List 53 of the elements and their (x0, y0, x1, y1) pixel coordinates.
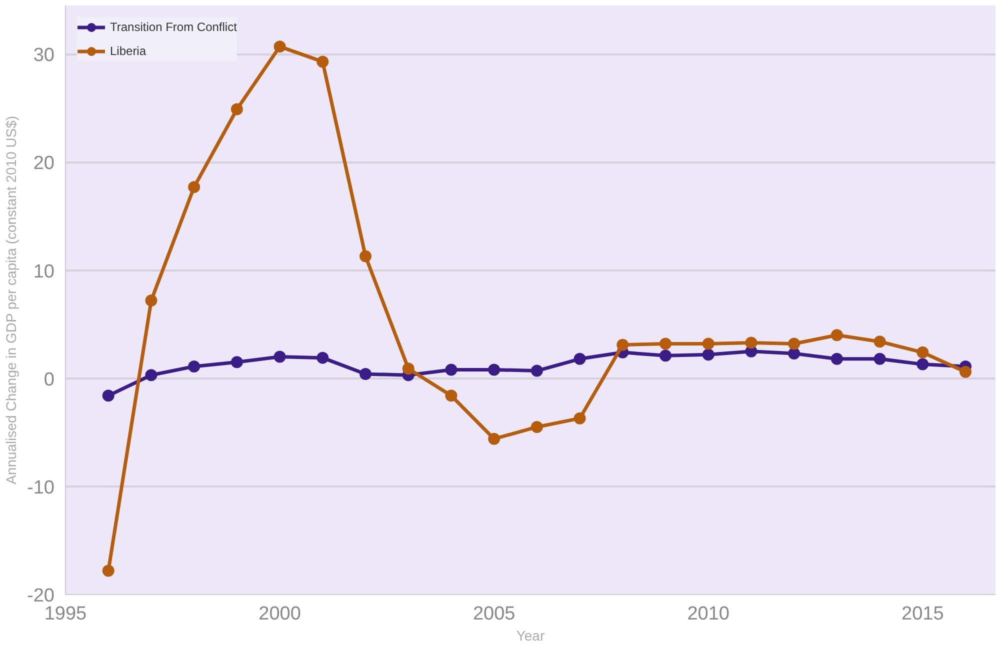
point (188, 360, 200, 372)
point (960, 366, 972, 378)
y-tick-label: 0 (44, 369, 55, 390)
y-tick-label: 20 (33, 153, 55, 174)
point (274, 350, 286, 363)
point (360, 368, 372, 380)
point (830, 352, 843, 365)
y-tick-label: 10 (33, 261, 55, 282)
point (660, 350, 672, 362)
point (402, 362, 414, 375)
point (188, 181, 200, 194)
point (574, 412, 586, 424)
point (102, 390, 114, 402)
point (616, 338, 629, 351)
point (230, 356, 243, 368)
point (145, 369, 158, 382)
point (745, 336, 758, 349)
x-tick-label: 2000 (258, 604, 301, 624)
point (360, 250, 372, 262)
x-tick-label: 2015 (902, 604, 944, 624)
y-tick-label: -10 (27, 477, 55, 498)
point (916, 346, 929, 358)
y-tick-label: -20 (27, 586, 55, 606)
y-axis-title: Annualised Change in GDP per capita (constant 2010 US$) (3, 116, 20, 484)
point (102, 564, 114, 577)
point (445, 364, 458, 376)
point (660, 338, 672, 350)
point (874, 352, 886, 365)
point (574, 352, 586, 365)
point (530, 420, 543, 433)
point (488, 364, 500, 376)
point (830, 329, 843, 342)
legend-label: Liberia (110, 44, 146, 58)
legend-label: Transition From Conflict (110, 20, 237, 34)
x-tick-label: 1995 (44, 604, 87, 624)
x-tick-label: 2005 (472, 604, 516, 624)
point (488, 432, 500, 445)
y-tick-label: 30 (33, 45, 55, 66)
point (445, 390, 458, 402)
point (702, 338, 714, 350)
point (916, 358, 929, 370)
point (145, 294, 158, 307)
x-axis-title: Year (516, 628, 545, 644)
point (874, 336, 886, 348)
point (530, 364, 543, 377)
point (788, 338, 800, 350)
point (274, 40, 286, 53)
point (788, 348, 800, 360)
x-tick-label: 2010 (687, 604, 730, 624)
point (316, 56, 329, 68)
point (316, 352, 329, 364)
point (702, 348, 714, 361)
point (230, 103, 243, 116)
